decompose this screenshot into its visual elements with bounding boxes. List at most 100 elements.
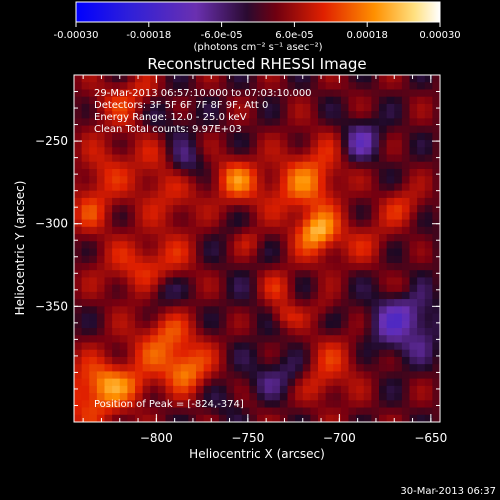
heatmap-cell [386, 176, 395, 185]
heatmap-cell [104, 212, 113, 221]
heatmap-cell [272, 219, 281, 228]
heatmap-cell [104, 291, 113, 300]
heatmap-cell [318, 103, 327, 112]
heatmap-cell [257, 407, 266, 416]
heatmap-cell [379, 183, 388, 192]
heatmap-cell [295, 328, 304, 336]
heatmap-cell [112, 393, 121, 401]
heatmap-cell [379, 118, 388, 127]
heatmap-cell [432, 161, 440, 170]
heatmap-cell [417, 277, 426, 286]
heatmap-cell [363, 103, 372, 112]
heatmap-cell [135, 89, 144, 98]
heatmap-cell [119, 320, 128, 329]
heatmap-cell [417, 96, 426, 105]
heatmap-cell [188, 393, 197, 401]
heatmap-cell [112, 176, 121, 185]
heatmap-cell [295, 140, 304, 148]
heatmap-cell [211, 197, 220, 206]
heatmap-cell [249, 299, 258, 307]
heatmap-cell [96, 154, 106, 163]
heatmap-cell [432, 154, 440, 163]
heatmap-cell [348, 299, 357, 307]
heatmap-cell [257, 385, 266, 394]
heatmap-cell [150, 75, 159, 83]
heatmap-cell [196, 75, 205, 83]
heatmap-cell [394, 205, 403, 213]
heatmap-cell [409, 299, 418, 307]
heatmap-cell [119, 328, 128, 336]
heatmap-cell [112, 284, 121, 293]
heatmap-cell [249, 364, 258, 372]
heatmap-cell [96, 407, 106, 416]
heatmap-cell [74, 407, 83, 416]
heatmap-cell [249, 75, 258, 83]
heatmap-cell [119, 371, 128, 380]
heatmap-cell [127, 219, 136, 228]
heatmap-cell [401, 385, 411, 394]
heatmap-cell [218, 320, 228, 329]
heatmap-cell [325, 356, 334, 365]
heatmap-cell [150, 161, 159, 170]
heatmap-cell [356, 371, 365, 380]
heatmap [74, 75, 440, 422]
heatmap-cell [89, 168, 98, 177]
heatmap-cell [234, 82, 243, 91]
heatmap-cell [432, 89, 440, 98]
heatmap-cell [226, 75, 235, 83]
heatmap-cell [135, 226, 144, 235]
heatmap-cell [180, 342, 189, 351]
heatmap-cell [348, 407, 357, 416]
heatmap-cell [241, 168, 250, 177]
heatmap-cell [188, 89, 197, 98]
heatmap-cell [104, 111, 113, 119]
heatmap-cell [218, 393, 228, 401]
heatmap-cell [279, 342, 289, 351]
heatmap-cell [119, 226, 128, 235]
heatmap-cell [234, 190, 243, 199]
heatmap-cell [386, 125, 395, 134]
heatmap-cell [173, 154, 182, 163]
heatmap-cell [135, 96, 144, 105]
heatmap-cell [135, 335, 144, 344]
heatmap-cell [401, 125, 411, 134]
heatmap-cell [241, 255, 250, 264]
heatmap-cell [401, 313, 411, 322]
heatmap-cell [241, 219, 250, 228]
heatmap-cell [417, 255, 426, 264]
heatmap-cell [142, 248, 151, 257]
heatmap-cell [394, 219, 403, 228]
heatmap-cell [295, 147, 304, 156]
heatmap-cell [424, 140, 433, 148]
heatmap-cell [302, 414, 311, 422]
heatmap-cell [96, 82, 106, 91]
heatmap-cell [325, 132, 334, 141]
x-tick-label: −750 [231, 431, 264, 445]
heatmap-cell [333, 400, 342, 409]
heatmap-cell [333, 393, 342, 401]
heatmap-cell [112, 306, 121, 315]
heatmap-cell [302, 125, 311, 134]
heatmap-cell [173, 342, 182, 351]
heatmap-cell [257, 291, 266, 300]
heatmap-cell [325, 284, 334, 293]
heatmap-cell [257, 371, 266, 380]
heatmap-cell [363, 118, 372, 127]
heatmap-cell [112, 241, 121, 250]
heatmap-cell [203, 313, 212, 322]
heatmap-cell [340, 197, 350, 206]
heatmap-cell [424, 400, 433, 409]
heatmap-cell [211, 335, 220, 344]
heatmap-cell [340, 277, 350, 286]
heatmap-cell [234, 393, 243, 401]
heatmap-cell [325, 255, 334, 264]
heatmap-cell [409, 111, 418, 119]
heatmap-cell [196, 349, 205, 358]
heatmap-cell [218, 371, 228, 380]
heatmap-cell [417, 385, 426, 394]
heatmap-cell [325, 400, 334, 409]
heatmap-cell [310, 270, 319, 279]
heatmap-cell [371, 168, 380, 177]
chart-title: Reconstructed RHESSI Image [147, 55, 366, 73]
heatmap-cell [409, 219, 418, 228]
